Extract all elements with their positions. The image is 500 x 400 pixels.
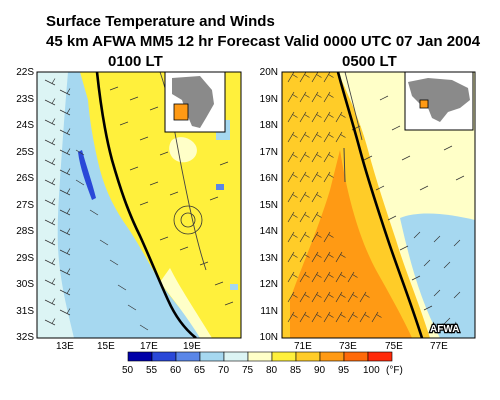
coastline	[95, 72, 197, 338]
lat-label: 19N	[259, 94, 278, 105]
colorbar-tick-label: 75	[242, 365, 254, 376]
colorbar-unit: (°F)	[386, 365, 403, 376]
lat-label: 26S	[16, 173, 34, 184]
land-cool-field	[400, 213, 475, 338]
lon-label: 13E	[56, 341, 74, 352]
colorbar-tick-label: 60	[170, 365, 182, 376]
lat-label: 11N	[260, 306, 278, 317]
contour-line-right	[344, 72, 363, 141]
domain-marker-right	[419, 99, 429, 109]
wind-barbs	[44, 78, 234, 331]
domain-marker	[173, 103, 189, 121]
colorbar-swatch	[127, 351, 153, 362]
lat-label: 18N	[259, 120, 278, 131]
colorbar-swatch	[343, 351, 369, 362]
colorbar-swatch	[223, 351, 249, 362]
contour-ring-inner	[180, 212, 196, 228]
lat-label: 31S	[16, 306, 34, 317]
land-warm-field	[80, 72, 241, 338]
colorbar-tick-label: 55	[146, 365, 158, 376]
lat-label: 32S	[16, 332, 34, 343]
right-map	[282, 72, 475, 338]
lat-label: 15N	[259, 200, 278, 211]
colorbar-tick-label: 65	[194, 365, 206, 376]
map-title: Surface Temperature and Winds	[46, 13, 275, 30]
cool-patch-small	[216, 184, 224, 190]
colorbar-swatch	[199, 351, 225, 362]
land-cool-patch	[169, 137, 197, 163]
right-panel-time: 0500 LT	[342, 53, 397, 70]
lat-label: 29S	[16, 253, 34, 264]
lon-label: 77E	[430, 341, 448, 352]
credit-label: AFWA	[430, 324, 459, 335]
lat-label: 12N	[259, 279, 278, 290]
lat-label: 22S	[16, 67, 34, 78]
cold-pocket	[78, 150, 96, 200]
colorbar-swatch	[367, 351, 393, 362]
lon-label: 19E	[183, 341, 201, 352]
lat-label: 28S	[16, 226, 34, 237]
lat-label: 24S	[16, 120, 34, 131]
lat-label: 30S	[16, 279, 34, 290]
lat-label: 20N	[259, 67, 278, 78]
colorbar-tick-label: 100	[363, 365, 380, 376]
colorbar-tick-label: 95	[338, 365, 350, 376]
colorbar-swatch	[319, 351, 345, 362]
colorbar	[127, 351, 393, 362]
contour-line-tongue	[343, 147, 346, 183]
sea-cool-band	[37, 72, 74, 338]
land-cool-band	[160, 268, 212, 338]
coastline-right	[336, 72, 424, 338]
left-map-frame	[36, 71, 242, 339]
colorbar-swatch	[247, 351, 273, 362]
lat-label: 23S	[16, 94, 34, 105]
colorbar-tick-label: 70	[218, 365, 230, 376]
africa-outline	[172, 76, 214, 128]
lon-label: 73E	[339, 341, 357, 352]
colorbar-tick-label: 50	[122, 365, 134, 376]
left-panel-time: 0100 LT	[108, 53, 163, 70]
lat-label: 10N	[259, 332, 278, 343]
colorbar-swatch	[175, 351, 201, 362]
warm-tongue	[290, 150, 412, 338]
lon-label: 15E	[97, 341, 115, 352]
asia-outline	[408, 78, 470, 122]
lat-label: 25S	[16, 147, 34, 158]
lat-label: 16N	[259, 173, 278, 184]
contour-ring	[173, 205, 203, 235]
colorbar-swatch	[151, 351, 177, 362]
colorbar-swatch	[271, 351, 297, 362]
left-inset-map	[164, 71, 226, 133]
lon-label: 71E	[294, 341, 312, 352]
cool-patch-edge	[230, 284, 238, 290]
right-map-frame	[281, 71, 476, 339]
lon-label: 17E	[140, 341, 158, 352]
lat-label: 13N	[259, 253, 278, 264]
colorbar-tick-label: 85	[290, 365, 302, 376]
map-subtitle: 45 km AFWA MM5 12 hr Forecast Valid 0000…	[46, 33, 481, 50]
lat-label: 27S	[16, 200, 34, 211]
colorbar-tick-label: 90	[314, 365, 326, 376]
lon-label: 75E	[385, 341, 403, 352]
right-inset-map	[404, 71, 474, 131]
lat-label: 14N	[259, 226, 278, 237]
colorbar-swatch	[295, 351, 321, 362]
lat-label: 17N	[259, 147, 278, 158]
colorbar-tick-label: 80	[266, 365, 278, 376]
